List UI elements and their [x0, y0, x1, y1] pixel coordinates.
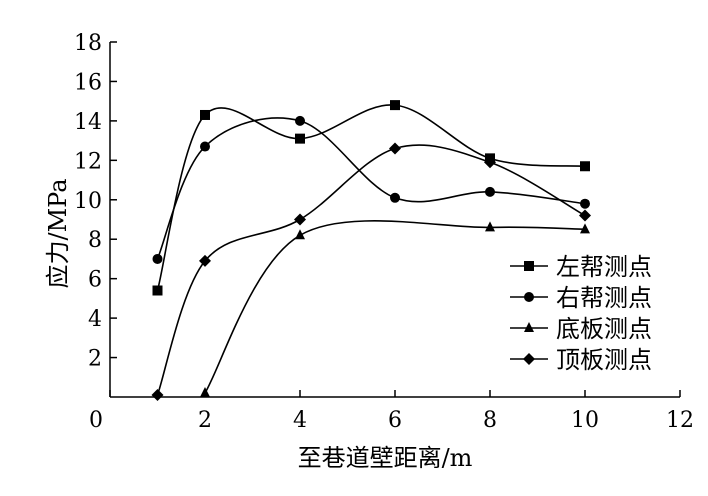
x-axis-label: 至巷道壁距离/m	[298, 444, 473, 472]
chart-ticks: 0 2 4 6 8 10 12 2 4 6 8 10 12 14 16 18	[74, 31, 694, 433]
x-tick-label: 12	[666, 408, 694, 433]
data-point	[152, 253, 163, 264]
data-point	[484, 156, 496, 169]
legend-label: 底板测点	[556, 315, 652, 343]
series-line	[156, 144, 586, 396]
y-tick-label: 16	[74, 70, 102, 95]
data-point	[580, 223, 590, 234]
legend-item: 底板测点	[510, 315, 652, 343]
y-tick-label: 2	[88, 347, 102, 372]
data-point	[200, 387, 210, 398]
series-line	[156, 104, 586, 291]
chart-series	[151, 100, 591, 402]
data-point	[294, 213, 306, 226]
data-point	[485, 221, 495, 232]
legend-marker	[524, 322, 534, 332]
y-tick-label: 8	[88, 228, 102, 253]
legend-label: 顶板测点	[556, 346, 652, 374]
series-3	[200, 220, 590, 398]
data-point	[200, 141, 210, 152]
y-tick-label: 6	[88, 268, 102, 293]
x-tick-label: 8	[483, 408, 497, 433]
y-tick-label: 12	[74, 149, 102, 174]
data-point	[295, 115, 305, 126]
legend-item: 顶板测点	[510, 346, 652, 374]
data-point	[295, 133, 305, 144]
series-line	[204, 220, 586, 394]
data-point	[151, 389, 164, 402]
legend-label: 左帮测点	[556, 253, 652, 281]
x-tick-label: 6	[388, 408, 402, 433]
legend-marker	[524, 292, 534, 302]
x-tick-label: 0	[89, 408, 103, 433]
data-point	[485, 186, 495, 197]
data-point	[390, 100, 400, 111]
x-tick-label: 2	[198, 408, 212, 433]
x-tick-label: 10	[571, 408, 599, 433]
series-4	[151, 142, 591, 402]
y-tick-label: 10	[74, 189, 102, 214]
y-tick-label: 4	[88, 307, 102, 332]
x-tick-label: 4	[293, 408, 307, 433]
y-tick-label: 18	[74, 31, 102, 56]
y-tick-label: 14	[74, 110, 102, 135]
data-point	[200, 109, 210, 120]
data-point	[199, 254, 211, 267]
chart-axes	[109, 42, 680, 398]
legend-item: 右帮测点	[510, 284, 652, 312]
legend-marker	[523, 353, 535, 365]
series-2	[152, 115, 590, 264]
data-point	[389, 142, 401, 155]
data-point	[580, 161, 590, 172]
series-line	[156, 117, 586, 260]
data-point	[390, 192, 400, 203]
data-point	[580, 198, 590, 209]
data-point	[295, 229, 305, 240]
y-axis-label: 应力/MPa	[44, 178, 72, 288]
legend-marker	[524, 261, 534, 271]
data-point	[579, 209, 591, 222]
data-point	[152, 285, 163, 296]
legend-label: 右帮测点	[556, 284, 652, 312]
legend-item: 左帮测点	[510, 253, 652, 281]
